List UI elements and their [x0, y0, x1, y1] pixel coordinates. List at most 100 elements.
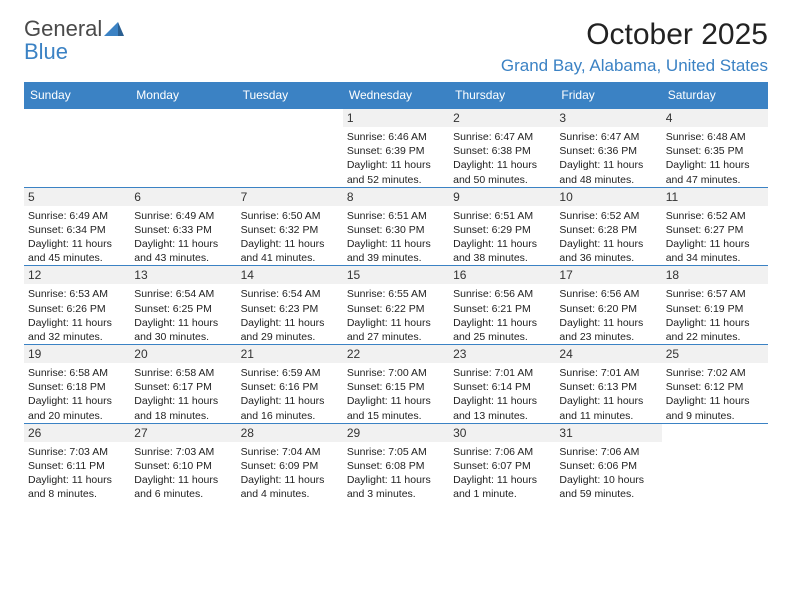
day-cell: 10 Sunrise: 6:52 AMSunset: 6:28 PMDayligh… — [555, 187, 661, 266]
sunset-text: Sunset: 6:36 PM — [559, 144, 657, 158]
day-info: Sunrise: 6:55 AMSunset: 6:22 PMDaylight:… — [343, 284, 449, 344]
daylight-text: Daylight: 11 hours and 52 minutes. — [347, 158, 445, 186]
sunrise-text: Sunrise: 7:03 AM — [28, 445, 126, 459]
sunrise-text: Sunrise: 6:57 AM — [666, 287, 764, 301]
day-cell: 23Sunrise: 7:01 AMSunset: 6:14 PMDayligh… — [449, 344, 555, 423]
daylight-text: Daylight: 10 hours and 59 minutes. — [559, 473, 657, 501]
daylight-text: Daylight: 11 hours and 9 minutes. — [666, 394, 764, 422]
daylight-text: Daylight: 11 hours and 29 minutes. — [241, 316, 339, 344]
sunset-text: Sunset: 6:12 PM — [666, 380, 764, 394]
sunset-text: Sunset: 6:32 PM — [241, 223, 339, 237]
col-wed: Wednesday — [343, 82, 449, 108]
day-number: 25 — [662, 344, 768, 363]
day-info: Sunrise: 6:54 AMSunset: 6:23 PMDaylight:… — [237, 284, 343, 344]
day-cell: 28Sunrise: 7:04 AMSunset: 6:09 PMDayligh… — [237, 423, 343, 502]
day-number: 7 — [237, 187, 343, 206]
day-info: Sunrise: 6:58 AMSunset: 6:18 PMDaylight:… — [24, 363, 130, 423]
sunset-text: Sunset: 6:35 PM — [666, 144, 764, 158]
day-cell: 24Sunrise: 7:01 AMSunset: 6:13 PMDayligh… — [555, 344, 661, 423]
day-info: Sunrise: 6:56 AMSunset: 6:21 PMDaylight:… — [449, 284, 555, 344]
sunset-text: Sunset: 6:20 PM — [559, 302, 657, 316]
empty-cell — [662, 442, 768, 502]
day-info: Sunrise: 6:54 AMSunset: 6:25 PMDaylight:… — [130, 284, 236, 344]
sunrise-text: Sunrise: 6:46 AM — [347, 130, 445, 144]
day-number: 30 — [449, 423, 555, 442]
day-number: 28 — [237, 423, 343, 442]
sunrise-text: Sunrise: 6:52 AM — [559, 209, 657, 223]
daylight-text: Daylight: 11 hours and 20 minutes. — [28, 394, 126, 422]
sunset-text: Sunset: 6:10 PM — [134, 459, 232, 473]
sunrise-text: Sunrise: 6:51 AM — [347, 209, 445, 223]
day-info: Sunrise: 6:46 AMSunset: 6:39 PMDaylight:… — [343, 127, 449, 187]
day-cell: 21Sunrise: 6:59 AMSunset: 6:16 PMDayligh… — [237, 344, 343, 423]
logo-word1: General — [24, 16, 102, 41]
daylight-text: Daylight: 11 hours and 22 minutes. — [666, 316, 764, 344]
sunrise-text: Sunrise: 6:49 AM — [134, 209, 232, 223]
day-info: Sunrise: 6:57 AMSunset: 6:19 PMDaylight:… — [662, 284, 768, 344]
day-cell — [24, 108, 130, 187]
day-header-row: Sunday Monday Tuesday Wednesday Thursday… — [24, 82, 768, 108]
day-info: Sunrise: 6:49 AMSunset: 6:34 PMDaylight:… — [24, 206, 130, 266]
day-cell: 13Sunrise: 6:54 AMSunset: 6:25 PMDayligh… — [130, 265, 236, 344]
day-cell: 31Sunrise: 7:06 AMSunset: 6:06 PMDayligh… — [555, 423, 661, 502]
sunrise-text: Sunrise: 7:05 AM — [347, 445, 445, 459]
day-number: 19 — [24, 344, 130, 363]
day-number: 13 — [130, 265, 236, 284]
daylight-text: Daylight: 11 hours and 36 minutes. — [559, 237, 657, 265]
day-number: 17 — [555, 265, 661, 284]
sunrise-text: Sunrise: 6:48 AM — [666, 130, 764, 144]
day-number: 10 — [555, 187, 661, 206]
daylight-text: Daylight: 11 hours and 23 minutes. — [559, 316, 657, 344]
sunset-text: Sunset: 6:27 PM — [666, 223, 764, 237]
logo-sail-icon — [104, 20, 124, 41]
day-number: 3 — [555, 108, 661, 127]
week-row: 19Sunrise: 6:58 AMSunset: 6:18 PMDayligh… — [24, 344, 768, 423]
daylight-text: Daylight: 11 hours and 43 minutes. — [134, 237, 232, 265]
sunset-text: Sunset: 6:06 PM — [559, 459, 657, 473]
day-number: 12 — [24, 265, 130, 284]
sunset-text: Sunset: 6:13 PM — [559, 380, 657, 394]
sunrise-text: Sunrise: 6:47 AM — [559, 130, 657, 144]
sunrise-text: Sunrise: 7:01 AM — [559, 366, 657, 380]
day-cell: 5Sunrise: 6:49 AMSunset: 6:34 PMDaylight… — [24, 187, 130, 266]
day-cell: 1Sunrise: 6:46 AMSunset: 6:39 PMDaylight… — [343, 108, 449, 187]
page-title: October 2025 — [501, 18, 768, 52]
sunset-text: Sunset: 6:22 PM — [347, 302, 445, 316]
col-sat: Saturday — [662, 82, 768, 108]
sunset-text: Sunset: 6:33 PM — [134, 223, 232, 237]
day-info: Sunrise: 7:05 AMSunset: 6:08 PMDaylight:… — [343, 442, 449, 502]
sunrise-text: Sunrise: 7:06 AM — [559, 445, 657, 459]
day-cell: 11Sunrise: 6:52 AMSunset: 6:27 PMDayligh… — [662, 187, 768, 266]
daylight-text: Daylight: 11 hours and 50 minutes. — [453, 158, 551, 186]
sunset-text: Sunset: 6:09 PM — [241, 459, 339, 473]
day-cell: 20Sunrise: 6:58 AMSunset: 6:17 PMDayligh… — [130, 344, 236, 423]
sunset-text: Sunset: 6:08 PM — [347, 459, 445, 473]
daylight-text: Daylight: 11 hours and 6 minutes. — [134, 473, 232, 501]
daylight-text: Daylight: 11 hours and 11 minutes. — [559, 394, 657, 422]
week-row: 5Sunrise: 6:49 AMSunset: 6:34 PMDaylight… — [24, 187, 768, 266]
daylight-text: Daylight: 11 hours and 13 minutes. — [453, 394, 551, 422]
day-cell: 22Sunrise: 7:00 AMSunset: 6:15 PMDayligh… — [343, 344, 449, 423]
day-number: 1 — [343, 108, 449, 127]
day-number: 15 — [343, 265, 449, 284]
day-info: Sunrise: 6:47 AMSunset: 6:36 PMDaylight:… — [555, 127, 661, 187]
sunrise-text: Sunrise: 6:58 AM — [28, 366, 126, 380]
day-info: Sunrise: 7:03 AMSunset: 6:11 PMDaylight:… — [24, 442, 130, 502]
day-info: Sunrise: 6:53 AMSunset: 6:26 PMDaylight:… — [24, 284, 130, 344]
sunset-text: Sunset: 6:11 PM — [28, 459, 126, 473]
sunset-text: Sunset: 6:39 PM — [347, 144, 445, 158]
day-cell: 8Sunrise: 6:51 AMSunset: 6:30 PMDaylight… — [343, 187, 449, 266]
day-cell: 7Sunrise: 6:50 AMSunset: 6:32 PMDaylight… — [237, 187, 343, 266]
day-cell: 26Sunrise: 7:03 AMSunset: 6:11 PMDayligh… — [24, 423, 130, 502]
sunrise-text: Sunrise: 7:03 AM — [134, 445, 232, 459]
sunrise-text: Sunrise: 6:53 AM — [28, 287, 126, 301]
sunrise-text: Sunrise: 6:54 AM — [241, 287, 339, 301]
daylight-text: Daylight: 11 hours and 30 minutes. — [134, 316, 232, 344]
daylight-text: Daylight: 11 hours and 47 minutes. — [666, 158, 764, 186]
sunset-text: Sunset: 6:28 PM — [559, 223, 657, 237]
day-cell: 4Sunrise: 6:48 AMSunset: 6:35 PMDaylight… — [662, 108, 768, 187]
day-number: 8 — [343, 187, 449, 206]
sunset-text: Sunset: 6:07 PM — [453, 459, 551, 473]
day-info: Sunrise: 7:01 AMSunset: 6:13 PMDaylight:… — [555, 363, 661, 423]
day-number — [130, 108, 236, 127]
